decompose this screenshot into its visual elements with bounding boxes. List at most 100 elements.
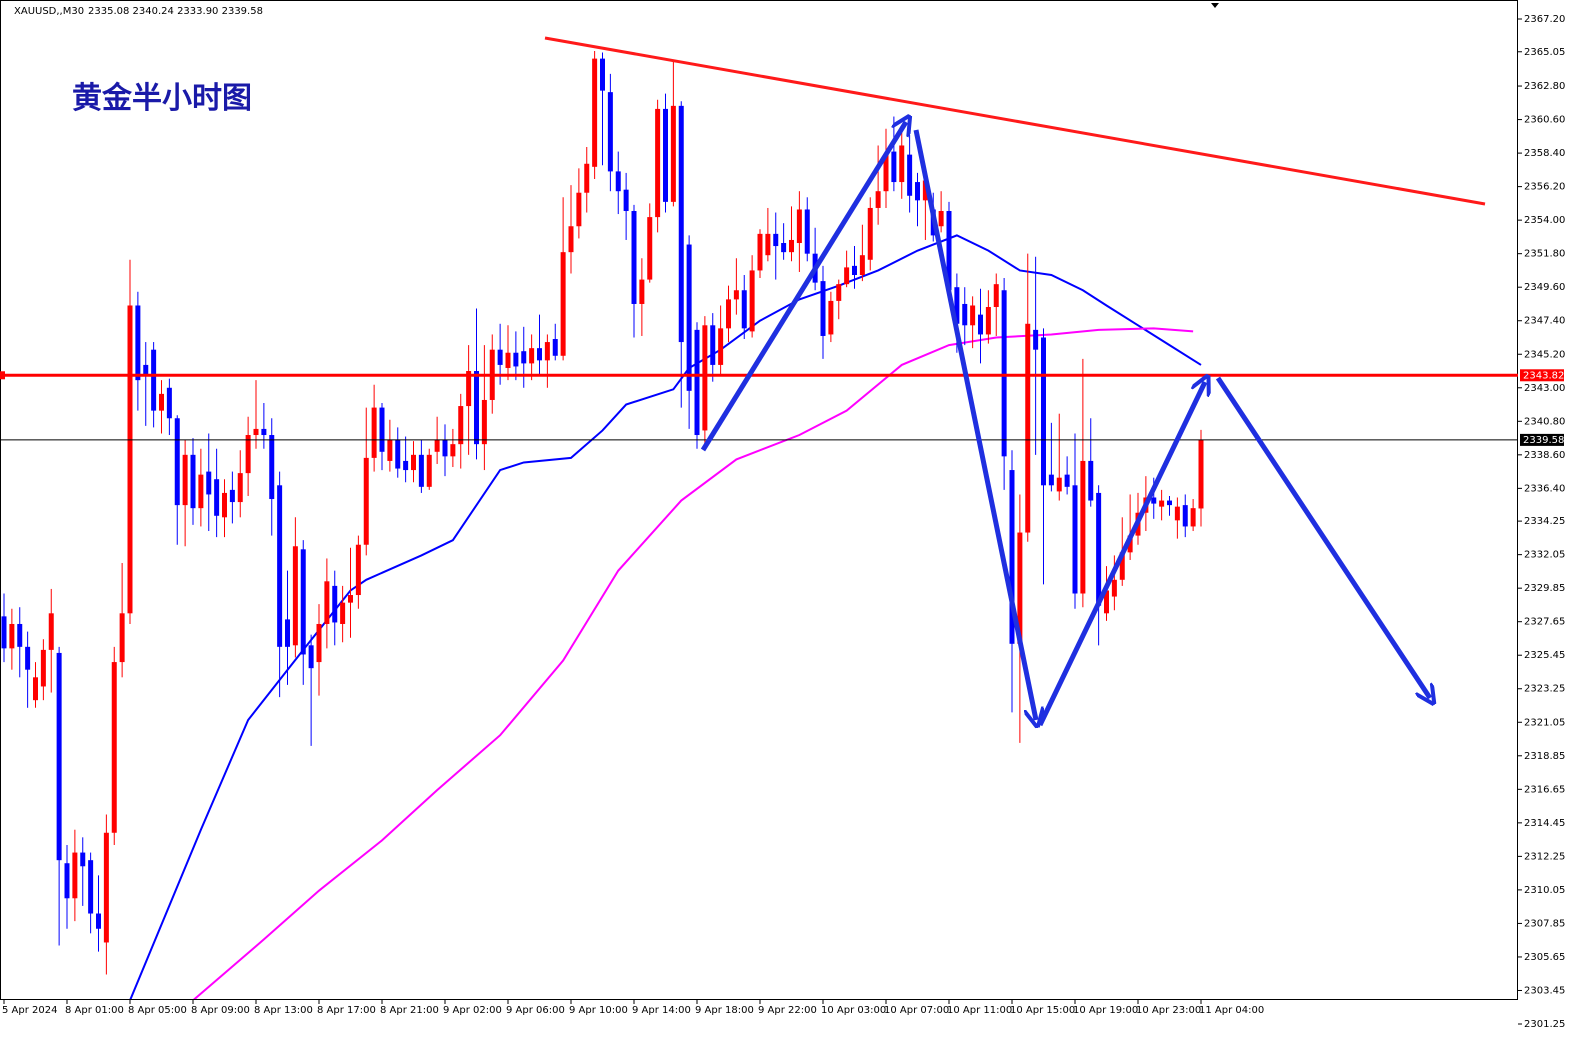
candle-body	[261, 428, 267, 436]
candle-body	[111, 662, 117, 833]
candle-body	[663, 108, 668, 202]
candle-body	[804, 209, 810, 254]
candle-body	[741, 290, 747, 329]
ohlc-label: 2335.08 2340.24 2333.90 2339.58	[88, 6, 263, 17]
candle-body	[757, 233, 763, 271]
candle-body	[1151, 497, 1157, 504]
y-tick-label: 2305.65	[1524, 952, 1565, 963]
candle-body	[88, 860, 94, 914]
candle-body	[458, 406, 464, 445]
y-tick-label: 2356.20	[1524, 182, 1565, 193]
y-tick-label: 2362.80	[1524, 81, 1565, 92]
y-tick-label: 2327.65	[1524, 617, 1565, 628]
candle-body	[584, 163, 590, 193]
candle-body	[844, 267, 850, 285]
y-tick-label: 2301.25	[1524, 1019, 1565, 1030]
candle-body	[324, 581, 330, 624]
candle-body	[64, 863, 70, 899]
candle-body	[48, 613, 54, 650]
y-tick-label: 2307.85	[1524, 918, 1565, 929]
candle-body	[25, 646, 31, 670]
y-tick-label: 2343.00	[1524, 383, 1565, 394]
y-tick-label: 2338.60	[1524, 450, 1565, 461]
y-tick-label: 2303.45	[1524, 985, 1565, 996]
candle-body	[96, 913, 101, 929]
candle-body	[348, 595, 353, 603]
candle-body	[56, 652, 62, 861]
candle-body	[922, 180, 928, 201]
candle-body	[1056, 477, 1062, 492]
candle-body	[655, 108, 661, 218]
y-tick-label: 2358.40	[1524, 148, 1565, 159]
x-tick-label: 9 Apr 18:00	[695, 1005, 754, 1016]
y-tick-label: 2332.05	[1524, 550, 1565, 561]
candle-body	[820, 281, 826, 336]
candle-body	[607, 92, 613, 172]
candle-body	[151, 349, 157, 411]
candle-body	[702, 325, 708, 431]
candle-body	[1182, 505, 1188, 527]
x-tick-label: 11 Apr 04:00	[1199, 1005, 1264, 1016]
candle-body	[1017, 532, 1023, 644]
candle-body	[852, 265, 857, 276]
candle-body	[395, 439, 401, 469]
candle-body	[33, 677, 38, 701]
candle-body	[1127, 535, 1133, 553]
candle-body	[1190, 508, 1196, 527]
candle-body	[442, 439, 448, 457]
x-tick-label: 8 Apr 05:00	[128, 1005, 187, 1016]
candle-body	[1159, 500, 1165, 507]
y-tick-label: 2336.40	[1524, 483, 1565, 494]
x-tick-label: 5 Apr 2024	[2, 1005, 57, 1016]
level-stub	[0, 371, 5, 380]
candle-body	[182, 454, 188, 506]
candle-body	[1080, 460, 1086, 594]
y-tick-label: 2314.45	[1524, 818, 1565, 829]
candle-body	[103, 832, 109, 943]
candle-body	[127, 305, 133, 614]
candle-body	[985, 307, 991, 335]
candle-body	[206, 471, 212, 495]
candle-body	[1009, 470, 1015, 644]
plot-frame	[0, 0, 1518, 1000]
candle-body	[371, 407, 377, 458]
candle-body	[773, 233, 779, 247]
candle-body	[166, 387, 172, 419]
candle-body	[592, 58, 598, 167]
candle-body	[875, 191, 881, 208]
candle-body	[899, 145, 905, 183]
candle-body	[867, 207, 873, 260]
candle-body	[623, 189, 629, 212]
candle-body	[560, 252, 566, 356]
candle-body	[119, 613, 125, 663]
candle-body	[198, 474, 204, 509]
candle-body	[915, 182, 920, 201]
candle-body	[1167, 500, 1172, 506]
candle-body	[576, 192, 582, 227]
y-tick-label: 2334.25	[1524, 516, 1565, 527]
candle-body	[749, 270, 755, 332]
candle-body	[993, 284, 999, 308]
candle-body	[1, 616, 7, 649]
y-tick-label: 2318.85	[1524, 751, 1565, 762]
candle-body	[513, 352, 519, 367]
candle-body	[537, 348, 542, 361]
candle-body	[1111, 579, 1117, 597]
candle-body	[418, 454, 424, 487]
candle-body	[269, 435, 275, 500]
level-label: 2343.82	[1523, 370, 1564, 381]
candle-body	[403, 460, 409, 471]
candle-body	[1198, 439, 1204, 509]
price-tag	[1520, 433, 1564, 446]
candle-body	[828, 300, 834, 335]
x-tick-label: 10 Apr 11:00	[947, 1005, 1012, 1016]
candle-body	[954, 287, 960, 324]
x-tick-label: 10 Apr 07:00	[884, 1005, 949, 1016]
candle-body	[859, 255, 865, 276]
y-tick-label: 2325.45	[1524, 650, 1565, 661]
candle-body	[72, 852, 78, 899]
candle-body	[1119, 552, 1125, 580]
y-tick-label: 2367.20	[1524, 14, 1565, 25]
